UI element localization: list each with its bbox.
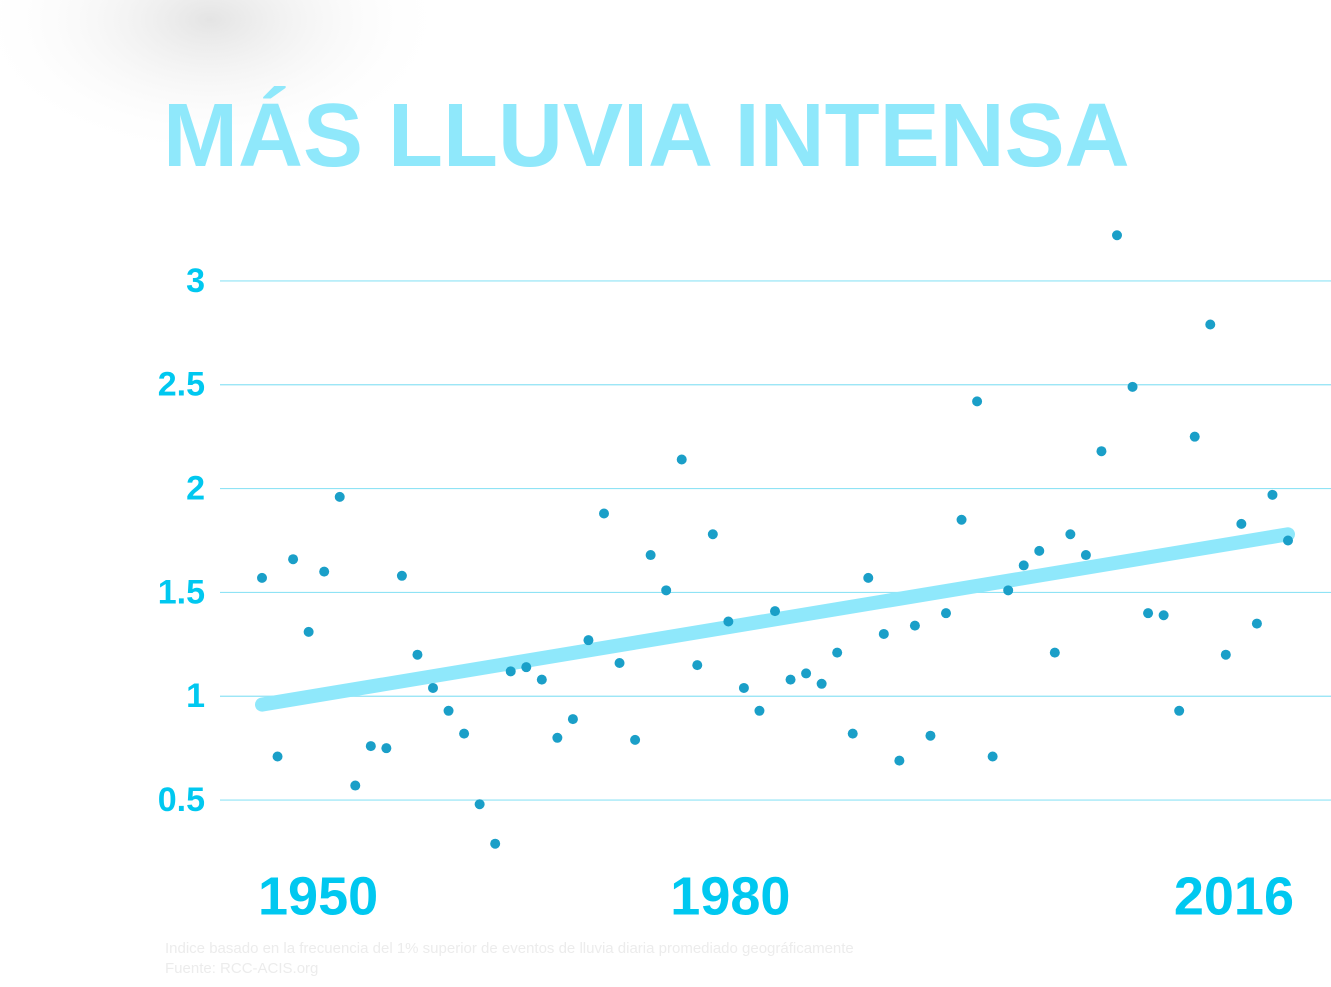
data-point xyxy=(1049,647,1060,658)
y-tick-label: 0.5 xyxy=(158,781,205,819)
data-point xyxy=(925,730,936,741)
data-point xyxy=(459,728,470,739)
data-point xyxy=(847,728,858,739)
data-point xyxy=(474,799,485,810)
data-point xyxy=(303,626,314,637)
data-point xyxy=(443,705,454,716)
data-point xyxy=(1003,585,1014,596)
y-tick-label: 1.5 xyxy=(158,573,205,611)
data-point xyxy=(428,682,438,693)
x-tick-label: 2016 xyxy=(1174,866,1294,926)
data-point xyxy=(1065,529,1076,540)
data-point xyxy=(1018,560,1029,571)
data-point xyxy=(521,662,532,673)
source: Fuente: RCC-ACIS.org xyxy=(165,960,318,977)
data-point xyxy=(816,678,827,689)
data-point xyxy=(396,570,407,581)
data-point xyxy=(1127,381,1138,392)
y-tick-label: 1 xyxy=(186,677,205,715)
data-point xyxy=(552,732,563,743)
data-point xyxy=(350,780,361,791)
data-point xyxy=(987,751,998,762)
y-tick-label: 2 xyxy=(186,470,205,508)
data-point xyxy=(972,396,983,407)
data-point xyxy=(334,491,345,502)
data-point xyxy=(941,608,951,619)
data-point xyxy=(1143,608,1154,619)
data-point xyxy=(894,755,905,766)
data-point xyxy=(770,606,780,617)
data-point xyxy=(1251,618,1262,629)
data-point xyxy=(645,550,656,561)
data-point xyxy=(319,566,330,577)
data-point xyxy=(288,554,299,565)
data-point xyxy=(863,572,874,583)
footnote: Indice basado en la frecuencia del 1% su… xyxy=(165,940,854,957)
data-point xyxy=(832,647,843,658)
data-point xyxy=(1158,610,1169,621)
data-point xyxy=(754,705,765,716)
data-point xyxy=(536,674,547,685)
data-point xyxy=(707,529,718,540)
data-point xyxy=(956,514,967,525)
data-point xyxy=(490,838,501,849)
data-point xyxy=(1236,518,1247,529)
data-point xyxy=(365,741,376,752)
data-point xyxy=(676,454,687,465)
data-point xyxy=(1267,489,1278,500)
trend-line xyxy=(255,527,1295,712)
y-tick-label: 3 xyxy=(186,262,205,300)
data-point xyxy=(878,628,889,639)
data-point xyxy=(801,668,812,679)
data-point xyxy=(630,734,641,745)
data-point xyxy=(599,508,609,519)
decoration xyxy=(0,0,450,160)
data-point xyxy=(272,751,283,762)
data-point xyxy=(1189,431,1200,442)
x-tick-label: 1950 xyxy=(258,866,378,926)
data-point xyxy=(505,666,516,677)
data-point xyxy=(1174,705,1185,716)
data-point xyxy=(1034,545,1045,556)
data-point xyxy=(614,658,625,669)
chart-title: MÁS LLUVIA INTENSA xyxy=(163,85,1130,186)
data-point xyxy=(1205,319,1216,330)
data-point xyxy=(567,714,578,725)
data-point xyxy=(583,635,594,646)
data-point xyxy=(909,620,920,631)
data-point xyxy=(1096,446,1107,457)
data-point xyxy=(738,682,749,693)
data-point xyxy=(257,572,267,583)
data-point xyxy=(381,743,392,754)
data-point xyxy=(785,674,796,685)
data-point xyxy=(723,616,734,627)
data-point xyxy=(1080,550,1091,561)
data-point xyxy=(692,660,703,671)
data-point xyxy=(661,585,672,596)
y-tick-label: 2.5 xyxy=(158,366,205,404)
data-point xyxy=(1220,649,1231,660)
data-point xyxy=(1283,535,1293,546)
data-point xyxy=(1112,230,1122,241)
x-tick-label: 1980 xyxy=(670,866,790,926)
data-point xyxy=(412,649,423,660)
